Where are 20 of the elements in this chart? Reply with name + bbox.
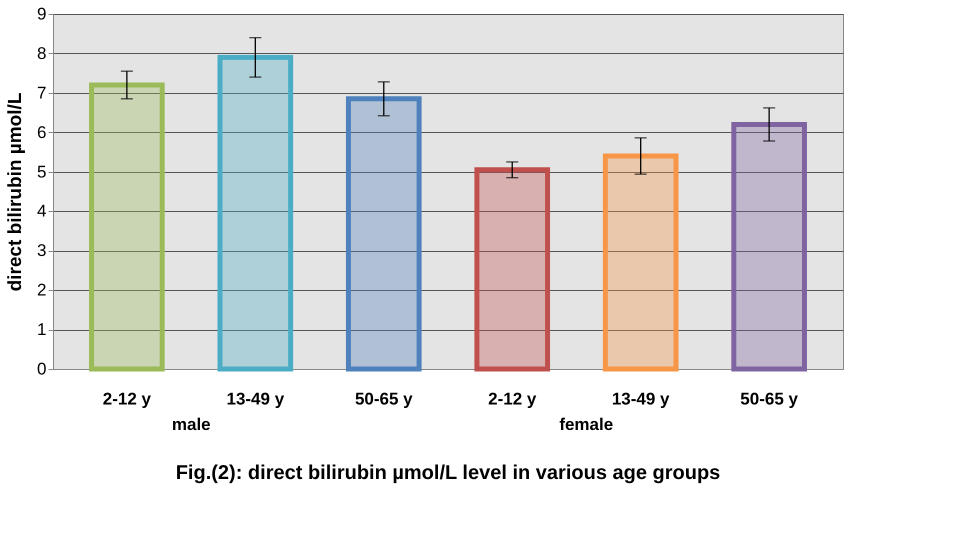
y-tick-label: 9 xyxy=(37,4,46,24)
x-tick-label: 13-49 y xyxy=(226,390,285,408)
x-tick-label: 2-12 y xyxy=(102,390,152,408)
x-tick-label: 50-65 y xyxy=(354,390,414,408)
x-tick-label: 50-65 y xyxy=(740,390,799,408)
text: female xyxy=(559,415,614,434)
x-tick-label: 13-49 y xyxy=(612,390,670,408)
y-axis-title: direct bilirubin µmol/L xyxy=(5,92,26,292)
x-tick-label: 2-12 y xyxy=(488,390,537,408)
text: Fig.(2): direct bilirubin µmol/L level in various age groups xyxy=(176,462,720,484)
y-tick-label: 8 xyxy=(37,44,46,63)
y-tick-label: 1 xyxy=(37,320,46,340)
y-tick-label: 5 xyxy=(37,162,46,182)
y-tick-label: 2 xyxy=(37,280,46,300)
y-tick-label: 0 xyxy=(37,360,46,378)
y-tick-label: 4 xyxy=(37,202,46,221)
text: male xyxy=(172,415,211,434)
y-tick-label: 7 xyxy=(37,83,46,102)
y-tick-label: 3 xyxy=(37,241,46,260)
y-tick-label: 6 xyxy=(37,122,46,142)
